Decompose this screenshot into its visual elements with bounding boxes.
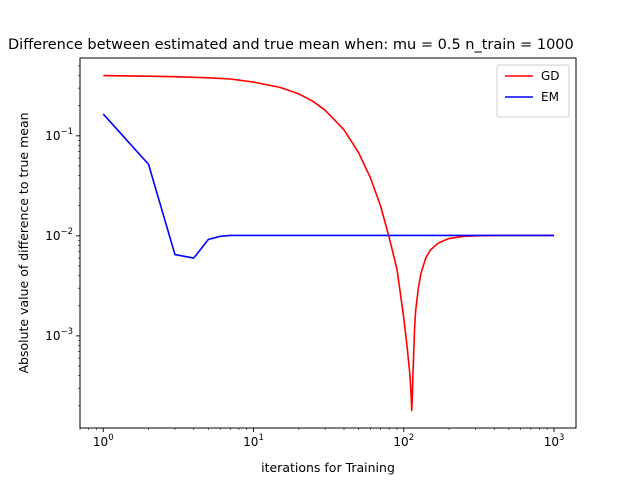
y-tick-label: 10−3 [45,327,73,343]
axes-layer: 100 101 102 103 10−3 10−2 10−1 [45,65,565,449]
plot-frame [79,57,577,429]
chart-title: Difference between estimated and true me… [8,37,574,53]
x-tick-label: 102 [393,433,414,449]
series-line-em [102,113,555,259]
plot-area [80,58,576,428]
x-tick-label: 100 [93,433,114,449]
series-line-gd [103,74,555,412]
y-tick-label: 10−2 [45,227,73,243]
y-axis-label: Absolute value of difference to true mea… [16,112,31,373]
legend: GD EM [496,64,570,118]
legend-label-em: EM [541,90,559,104]
x-axis-label: iterations for Training [261,460,395,475]
series-layer [102,74,555,412]
x-tick-label: 101 [243,433,264,449]
x-tick-label: 103 [544,433,565,449]
legend-box [496,64,570,118]
y-tick-label: 10−1 [45,127,73,143]
legend-label-gd: GD [541,69,560,83]
